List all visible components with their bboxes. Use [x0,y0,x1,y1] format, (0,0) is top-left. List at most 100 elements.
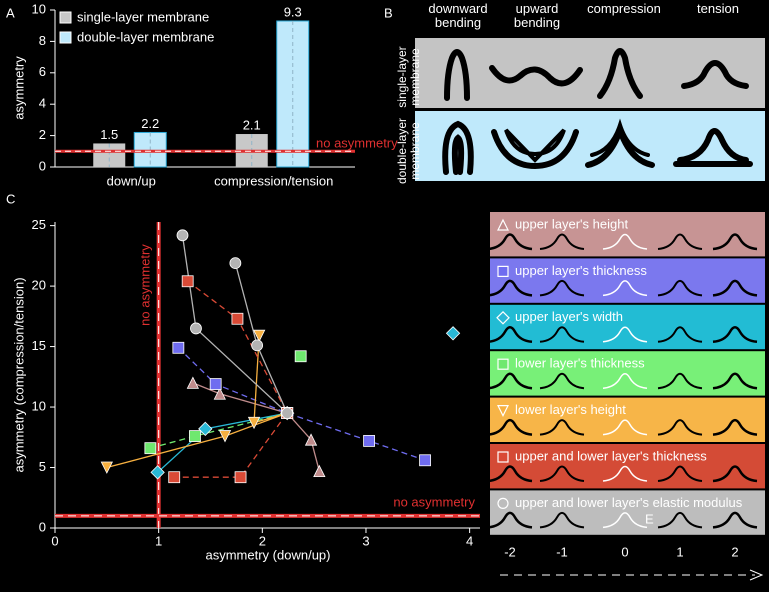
legend-shape [539,511,585,529]
x-tick-label: compression/tension [214,173,333,188]
y-axis-label: asymmetry [11,56,26,120]
point [229,257,242,270]
y-tick-label: 20 [32,278,46,293]
point [190,322,202,335]
y-tick-label: 5 [39,459,46,474]
level-arrowhead [749,569,764,581]
point [294,350,307,363]
x-tick-label: 1 [155,533,162,548]
point [176,229,189,242]
y-axis-label: asymmetry (compression/tension) [11,277,26,472]
legend-shape [657,511,703,529]
point [198,421,213,436]
reference-label: no asymmetry [393,494,475,509]
panel-label: C [6,191,15,206]
point [189,430,201,442]
legend-shape [657,419,703,436]
y-tick-label: 25 [32,217,46,232]
row-label: double-layer membrane [395,117,422,185]
legend-shape [657,279,703,297]
reference-label: no asymmetry [137,244,152,326]
column-header: upward bending [513,1,561,30]
y-tick-label: 10 [32,398,46,413]
y-tick-label: 10 [32,1,46,16]
legend-shape [712,511,758,529]
membrane-shapes [442,48,753,175]
legend-shape [712,233,758,251]
point [186,376,200,389]
panel-label: B [384,5,393,20]
point [445,326,461,341]
legend-shape [487,326,533,344]
legend-marker [497,218,509,231]
value-label: 1.5 [100,127,118,142]
legend-shape [657,465,703,482]
point [144,442,157,455]
legend-shape [712,326,758,344]
y-tick-label: 8 [39,33,46,48]
point [213,387,226,400]
legend-marker [496,310,510,325]
legend-shape [657,233,703,250]
legend-shape [712,279,758,297]
point [304,433,318,446]
value-label: 9.3 [284,4,302,19]
series-line [177,347,426,461]
reference-label: no asymmetry [316,136,398,151]
legend-shape [712,465,758,483]
point [247,416,261,430]
legend-shape [602,512,648,529]
level-label: -1 [556,544,568,559]
point [218,430,232,443]
legend-shape [602,326,648,343]
level-label: 0 [621,544,628,559]
legend-shape [539,233,585,250]
legend-shape [539,326,585,343]
point [419,454,431,467]
point [100,461,113,474]
legend-label: upper and lower layer's thickness [515,448,707,463]
point [253,329,266,343]
x-tick-label: 3 [362,533,369,548]
legend-shape [539,372,585,390]
legend-shape [487,279,533,297]
legend-label: upper and lower layer's elastic modulus [515,495,743,510]
legend-label: lower layer's thickness [515,356,645,371]
legend-shape [539,419,585,436]
row-label: single-layer membrane [395,46,422,108]
legend-shape [712,372,758,390]
x-tick-label: 4 [466,533,473,548]
level-label: 1 [676,544,683,559]
legend-label: upper layer's width [515,309,623,324]
series-line [106,335,288,469]
column-header: downward bending [428,1,488,30]
y-tick-label: 2 [39,127,46,142]
point [313,464,326,478]
legend-shape [602,372,648,389]
point [281,407,294,419]
point [172,341,185,354]
legend-label: upper layer's height [515,216,628,231]
point [150,465,165,480]
legend-shape [487,233,533,251]
point [363,435,375,447]
legend-marker [497,358,509,370]
value-label: 2.1 [243,117,261,132]
x-axis-label: asymmetry (down/up) [206,547,331,562]
legend-shape [539,465,585,482]
legend-swatch [59,31,72,44]
legend-marker [497,497,509,509]
legend-label: double-layer membrane [77,29,214,44]
legend-marker [497,405,509,417]
legend-swatch [59,11,72,24]
legend-shape [602,280,648,297]
bar [93,143,126,167]
panel-label: A [6,5,15,20]
legend-shape [487,465,533,483]
legend-shape [487,372,533,390]
legend-shape [602,419,648,436]
point [234,471,247,484]
x-tick-label: down/up [107,173,156,188]
